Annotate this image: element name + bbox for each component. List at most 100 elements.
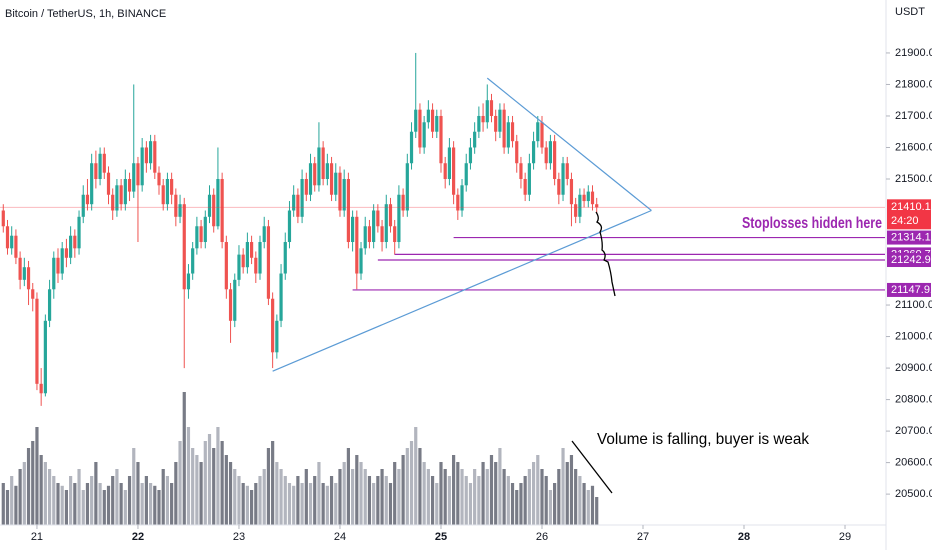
volume-bar [317, 462, 321, 525]
volume-bar [367, 476, 372, 525]
volume-bar [586, 490, 590, 525]
candle-body [31, 289, 35, 299]
volume-bar [531, 462, 536, 525]
volume-bar [456, 462, 460, 525]
volume-bar [578, 476, 582, 525]
candle-body [186, 273, 191, 290]
volume-bar [300, 483, 304, 525]
candle-body [393, 226, 397, 243]
volume-bar [64, 490, 69, 525]
volume-bar [148, 483, 153, 525]
volume-bar [334, 483, 338, 525]
volume-bar [212, 448, 216, 525]
candle-body [498, 109, 502, 132]
volume-bar [405, 448, 409, 525]
candle-body [94, 163, 98, 179]
candle-body [548, 141, 553, 164]
candle-body [292, 194, 296, 211]
candle-body [397, 194, 401, 243]
volume-bar [346, 448, 350, 525]
candle-body [334, 172, 338, 195]
level-label: 21147.91 [891, 284, 932, 296]
candle-body [212, 194, 216, 227]
chart-title: Bitcoin / TetherUS, 1h, BINANCE [5, 8, 166, 20]
candle-body [161, 185, 165, 205]
candle-body [308, 163, 313, 195]
volume-bar [506, 476, 510, 525]
volume-bar [216, 427, 220, 525]
volume-bar [22, 462, 26, 525]
volume-bar [111, 476, 115, 525]
candle-body [132, 163, 136, 192]
x-tick-label: 21 [31, 531, 43, 543]
volume-bar [397, 469, 401, 525]
volume-bar [536, 455, 540, 525]
candle-body [510, 122, 515, 142]
volume-bar [401, 455, 405, 525]
candle-body [401, 194, 405, 211]
volume-bar [435, 483, 439, 525]
y-tick-label: 21700.00 [895, 110, 932, 122]
volume-bar [510, 483, 515, 525]
candle-body [485, 100, 489, 123]
volume-bar [81, 490, 85, 525]
candle-body [262, 226, 266, 243]
volume-bar [351, 469, 355, 525]
volume-bar [489, 455, 494, 525]
candle-body [5, 226, 10, 249]
candle-body [69, 235, 73, 258]
candle-body [481, 115, 485, 123]
volume-bar [590, 485, 595, 525]
trend-line [272, 209, 652, 372]
y-tick-label: 21000.00 [895, 330, 932, 342]
candle-body [271, 298, 275, 353]
volume-bar [430, 476, 435, 525]
volume-bar [178, 441, 182, 525]
candle-body [81, 194, 85, 217]
volume-bar [473, 469, 477, 525]
volume-bar [237, 476, 241, 525]
y-tick-label: 21800.00 [895, 78, 932, 90]
volume-bar [540, 469, 544, 525]
current-price-box [887, 199, 931, 230]
volume-bar [182, 392, 186, 525]
volume-bar [127, 476, 132, 525]
candle-body [283, 242, 287, 274]
volume-bar [359, 462, 363, 525]
volume-bar [439, 462, 443, 525]
candle-body [515, 141, 519, 164]
volume-bar [287, 483, 292, 525]
candle-body [414, 109, 418, 132]
candle-body [216, 178, 220, 227]
x-tick-label: 22 [132, 531, 144, 543]
volume-bar [519, 483, 523, 525]
volume-bar [85, 483, 90, 525]
candle-body [157, 172, 161, 186]
volume-bar [258, 476, 262, 525]
volume-bar [56, 483, 60, 525]
candle-body [279, 273, 283, 321]
volume-bar [26, 448, 31, 525]
level-box [887, 230, 931, 245]
volume-bar [5, 490, 10, 525]
candle-body [90, 163, 94, 205]
volume-bar [186, 427, 191, 525]
candle-body [207, 194, 212, 217]
volume-bar [565, 462, 569, 525]
candle-body [342, 178, 346, 211]
candle-body [153, 141, 157, 173]
volume-bar [452, 455, 456, 525]
volume-bar [443, 469, 447, 525]
volume-bar [447, 476, 452, 525]
candle-body [304, 178, 308, 195]
volume-bar [77, 469, 81, 525]
volume-bar [203, 441, 207, 525]
volume-bar [502, 469, 506, 525]
volume-bar [283, 476, 287, 525]
volume-bar [245, 485, 249, 525]
volume-bar [140, 483, 144, 525]
volume-bar [384, 476, 388, 525]
volume-bar [43, 462, 47, 525]
x-tick-label: 25 [435, 531, 447, 543]
candle-body [359, 248, 363, 274]
